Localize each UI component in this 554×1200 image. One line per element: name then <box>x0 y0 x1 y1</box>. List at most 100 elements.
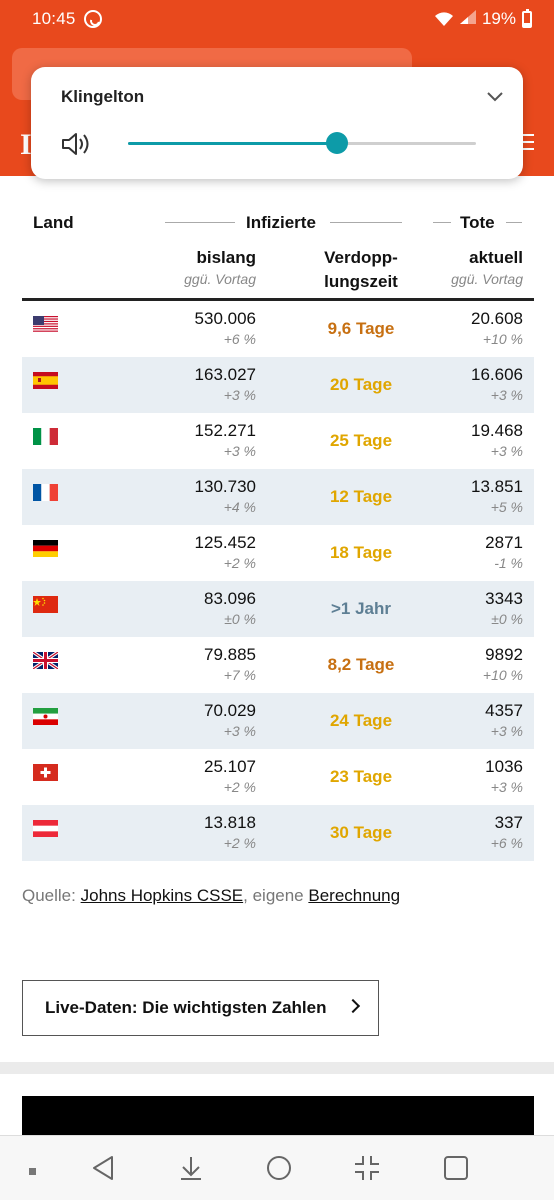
deaths-delta: +3 % <box>490 387 523 403</box>
infected-delta: +3 % <box>223 723 256 739</box>
header-aktuell: aktuell <box>469 248 523 267</box>
infected-value: 530.006 <box>194 309 256 328</box>
infected-delta: +3 % <box>223 443 256 459</box>
source-link-jhu[interactable]: Johns Hopkins CSSE <box>80 886 244 905</box>
download-icon[interactable] <box>177 1154 205 1187</box>
infected-delta: +3 % <box>223 387 256 403</box>
doubling-time: 20 Tage <box>329 375 393 394</box>
deaths-value: 2871 <box>485 533 523 552</box>
deaths-value: 3343 <box>485 589 523 608</box>
deaths-delta: +5 % <box>490 499 523 515</box>
source-line: Quelle: Johns Hopkins CSSE, eigene Berec… <box>22 886 400 906</box>
infected-value: 79.885 <box>204 645 256 664</box>
menu-icon[interactable] <box>518 134 534 150</box>
table-row: 13.818 +2 % 30 Tage 337 +6 % <box>22 805 534 861</box>
wifi-icon <box>434 12 454 26</box>
header-verdopp-2: lungszeit <box>324 272 398 291</box>
doubling-time: 8,2 Tage <box>327 655 395 674</box>
infected-value: 163.027 <box>194 365 256 384</box>
deaths-value: 1036 <box>485 757 523 776</box>
header-divider <box>433 222 451 223</box>
header-land: Land <box>33 213 74 232</box>
live-data-button[interactable]: Live-Daten: Die wichtigsten Zahlen <box>22 980 379 1036</box>
infected-delta: +2 % <box>223 779 256 795</box>
flag-ir-icon <box>33 708 58 725</box>
deaths-delta: +10 % <box>482 667 523 683</box>
table-row: 530.006 +6 % 9,6 Tage 20.608 +10 % <box>22 301 534 357</box>
doubling-time: 12 Tage <box>329 487 393 506</box>
header-tote: Tote <box>460 213 495 232</box>
chevron-down-icon[interactable] <box>487 89 503 103</box>
deaths-delta: +3 % <box>490 723 523 739</box>
doubling-time: 23 Tage <box>329 767 393 786</box>
whatsapp-icon <box>83 10 102 28</box>
infected-value: 25.107 <box>204 757 256 776</box>
infected-delta: +2 % <box>223 555 256 571</box>
doubling-time: 9,6 Tage <box>327 319 395 338</box>
header-bislang: bislang <box>196 248 256 267</box>
doubling-time: 30 Tage <box>329 823 393 842</box>
infected-value: 13.818 <box>204 813 256 832</box>
battery-percent: 19% <box>481 9 516 28</box>
flag-it-icon <box>33 428 58 445</box>
header-divider <box>506 222 522 223</box>
speaker-icon[interactable] <box>61 131 91 162</box>
table-header-rule <box>22 298 534 301</box>
infected-delta: +4 % <box>223 499 256 515</box>
deaths-value: 13.851 <box>471 477 523 496</box>
recents-icon[interactable] <box>442 1154 470 1187</box>
infected-delta: +7 % <box>223 667 256 683</box>
flag-fr-icon <box>33 484 58 501</box>
system-nav-bar <box>0 1135 554 1200</box>
deaths-value: 16.606 <box>471 365 523 384</box>
deaths-value: 9892 <box>485 645 523 664</box>
deaths-delta: +3 % <box>490 779 523 795</box>
deaths-value: 19.468 <box>471 421 523 440</box>
flag-de-icon <box>33 540 58 557</box>
home-icon[interactable] <box>265 1154 293 1187</box>
source-middle: , eigene <box>243 886 304 905</box>
table-row: 125.452 +2 % 18 Tage 2871 -1 % <box>22 525 534 581</box>
header-bislang-sub: ggü. Vortag <box>184 271 256 287</box>
chevron-right-icon <box>345 998 361 1014</box>
header-aktuell-sub: ggü. Vortag <box>451 271 523 287</box>
infected-value: 152.271 <box>194 421 256 440</box>
deaths-value: 4357 <box>485 701 523 720</box>
table-row: 163.027 +3 % 20 Tage 16.606 +3 % <box>22 357 534 413</box>
infected-delta: +6 % <box>223 331 256 347</box>
source-link-berechnung[interactable]: Berechnung <box>308 886 401 905</box>
source-prefix: Quelle: <box>22 886 76 905</box>
flag-es-icon <box>33 372 58 389</box>
table-row: 152.271 +3 % 25 Tage 19.468 +3 % <box>22 413 534 469</box>
back-icon[interactable] <box>90 1154 118 1187</box>
live-data-label: Live-Daten: Die wichtigsten Zahlen <box>45 998 327 1017</box>
infected-value: 83.096 <box>204 589 256 608</box>
status-time: 10:45 <box>32 9 76 28</box>
deaths-value: 20.608 <box>471 309 523 328</box>
dot-icon <box>28 1164 38 1182</box>
infected-value: 130.730 <box>194 477 256 496</box>
table-row: 25.107 +2 % 23 Tage 1036 +3 % <box>22 749 534 805</box>
infected-delta: +2 % <box>223 835 256 851</box>
deaths-delta: -1 % <box>494 555 523 571</box>
volume-slider[interactable] <box>128 132 476 154</box>
table-row: 79.885 +7 % 8,2 Tage 9892 +10 % <box>22 637 534 693</box>
table-header: Land Infizierte Tote bislang ggü. Vortag… <box>22 210 534 300</box>
table-body: 530.006 +6 % 9,6 Tage 20.608 +10 % 163.0… <box>22 301 534 861</box>
table-row: 70.029 +3 % 24 Tage 4357 +3 % <box>22 693 534 749</box>
flag-cn-icon <box>33 596 58 613</box>
flag-us-icon <box>33 316 58 333</box>
flag-ch-icon <box>33 764 58 781</box>
status-bar: 10:45 19% <box>0 0 554 38</box>
deaths-delta: +6 % <box>490 835 523 851</box>
deaths-delta: +3 % <box>490 443 523 459</box>
doubling-time: >1 Jahr <box>330 599 391 618</box>
infected-value: 70.029 <box>204 701 256 720</box>
volume-slider-knob[interactable] <box>325 132 348 154</box>
volume-title: Klingelton <box>61 87 145 106</box>
flag-gb-icon <box>33 652 58 669</box>
infected-value: 125.452 <box>194 533 256 552</box>
shrink-icon[interactable] <box>353 1154 381 1187</box>
battery-icon <box>522 8 532 28</box>
site-logo[interactable]: I <box>20 128 32 161</box>
